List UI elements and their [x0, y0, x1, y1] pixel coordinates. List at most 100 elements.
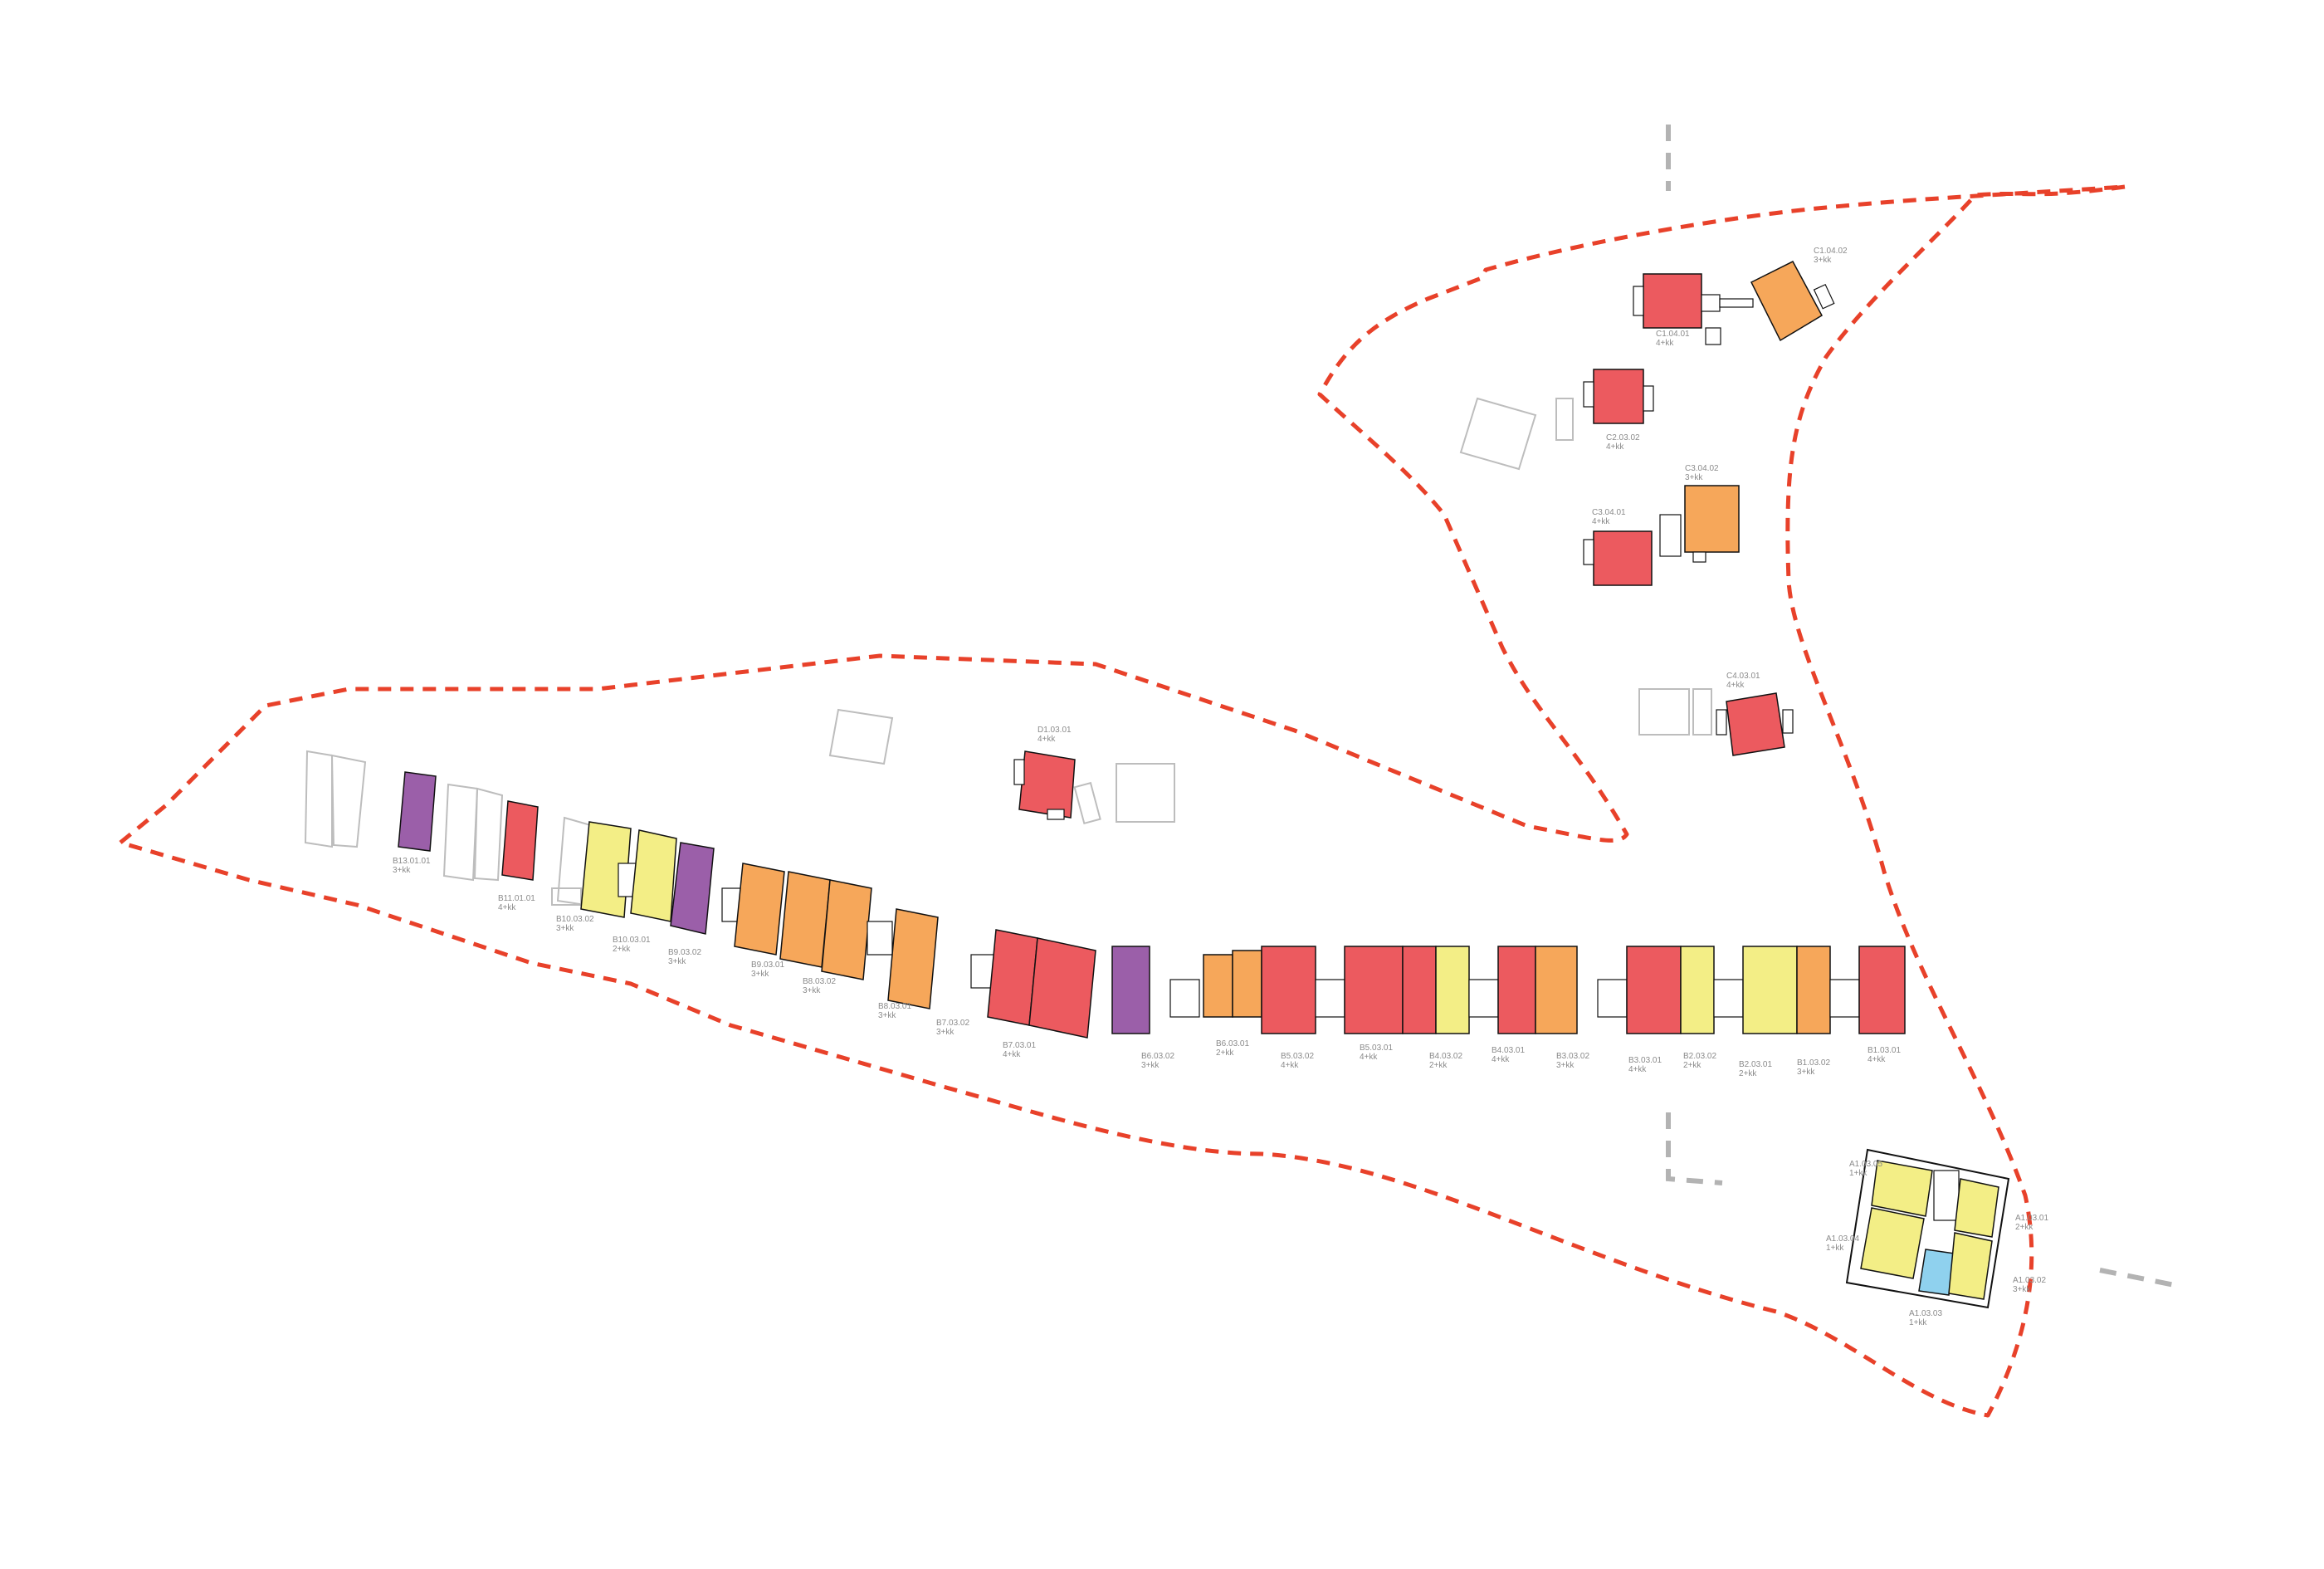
existing-building	[551, 887, 582, 906]
building-c1	[1633, 261, 1835, 345]
unit-b13-01-01	[398, 771, 437, 852]
unit-b1-03-02	[1796, 946, 1831, 1034]
balcony	[1047, 809, 1065, 820]
unit-b8-03-01	[821, 879, 872, 980]
label-a1-03-03: A1.03.03 1+kk	[1909, 1309, 1942, 1327]
label-b1-03-02: B1.03.02 3+kk	[1797, 1058, 1830, 1077]
balcony	[1813, 283, 1835, 310]
road-markings	[1666, 125, 2184, 1289]
balcony	[1583, 381, 1594, 408]
unit-c3-04-02	[1684, 485, 1740, 553]
unit-a1-03-03	[1918, 1249, 1955, 1296]
label-c1-04-01: C1.04.01 4+kk	[1656, 330, 1690, 348]
unit-c4-03-01	[1726, 692, 1785, 756]
existing-building	[1459, 397, 1537, 471]
unit-b5-03-01b	[1402, 946, 1437, 1034]
label-c3-04-01: C3.04.01 4+kk	[1592, 508, 1626, 526]
existing-building	[1638, 688, 1690, 736]
unit-d1-03-01	[1018, 750, 1076, 819]
unit-b2-03-02	[1680, 946, 1715, 1034]
label-b1-03-01: B1.03.01 4+kk	[1868, 1046, 1901, 1064]
label-b8-03-02: B8.03.02 3+kk	[803, 977, 836, 995]
unit-b7-03-02	[887, 908, 939, 1009]
label-b10-03-01: B10.03.01 2+kk	[613, 936, 651, 954]
unit-b8-03-02	[779, 871, 831, 968]
unit-labels: C1.04.02 3+kk C1.04.01 4+kk C2.03.02 4+kk C…	[393, 247, 2048, 1327]
stair-core	[1713, 979, 1744, 1018]
existing-building	[304, 750, 333, 848]
label-c3-04-02: C3.04.02 3+kk	[1685, 464, 1719, 482]
unit-b5-03-02	[1261, 946, 1316, 1034]
unit-c2-03-02	[1593, 369, 1644, 424]
label-b3-03-01: B3.03.01 4+kk	[1628, 1056, 1662, 1074]
label-b13-01-01: B13.01.01 3+kk	[393, 857, 431, 875]
building-row-b-west	[398, 771, 1096, 1039]
unit-b7-03-01b	[1028, 937, 1096, 1039]
balcony	[1705, 327, 1721, 345]
label-a1-03-01: A1.03.01 2+kk	[2015, 1214, 2048, 1232]
unit-b3-03-01	[1626, 946, 1682, 1034]
existing-building	[828, 708, 894, 765]
unit-b9-03-01	[734, 863, 785, 956]
label-a1-03-02: A1.03.02 3+kk	[2013, 1276, 2046, 1294]
label-b3-03-02: B3.03.02 3+kk	[1556, 1052, 1589, 1070]
building-row-b-east	[1111, 946, 1906, 1034]
balcony	[1583, 539, 1594, 565]
label-b7-03-01: B7.03.01 4+kk	[1003, 1041, 1036, 1059]
label-b10-03-02: B10.03.02 3+kk	[556, 915, 594, 933]
label-b5-03-01: B5.03.01 4+kk	[1360, 1044, 1393, 1062]
bridge	[1719, 298, 1754, 308]
unit-b2-03-01	[1742, 946, 1798, 1034]
stair-core	[1701, 294, 1721, 312]
unit-b1-03-01	[1858, 946, 1906, 1034]
label-c2-03-02: C2.03.02 4+kk	[1606, 433, 1640, 452]
label-b4-03-01: B4.03.01 4+kk	[1492, 1046, 1525, 1064]
unit-b6-03-02	[1111, 946, 1150, 1034]
balcony	[1643, 385, 1654, 412]
balcony	[1633, 286, 1644, 316]
unit-a1-03-04	[1860, 1207, 1925, 1279]
unit-a1-03-01	[1954, 1178, 1999, 1238]
unit-b9-03-02	[670, 842, 715, 935]
existing-buildings	[304, 397, 1712, 907]
stair-core	[1169, 979, 1200, 1018]
unit-b6-03-01b	[1232, 950, 1262, 1018]
building-d1	[1013, 750, 1076, 820]
building-c4	[1716, 692, 1794, 756]
unit-a1-03-05	[1871, 1160, 1933, 1217]
unit-b6-03-01	[1203, 954, 1233, 1018]
label-a1-03-05: A1.03.05 1+kk	[1849, 1160, 1882, 1178]
unit-b4-03-01	[1497, 946, 1536, 1034]
label-d1-03-01: D1.03.01 4+kk	[1038, 726, 1072, 744]
unit-b4-03-02	[1435, 946, 1470, 1034]
label-a1-03-04: A1.03.04 1+kk	[1826, 1234, 1859, 1253]
road-east	[2099, 1268, 2184, 1289]
existing-building	[1692, 688, 1712, 736]
road-south	[1666, 1112, 1723, 1185]
existing-building	[442, 783, 479, 882]
label-b9-03-01: B9.03.01 3+kk	[751, 960, 784, 979]
label-b4-03-02: B4.03.02 2+kk	[1429, 1052, 1462, 1070]
existing-building	[1073, 781, 1101, 825]
unit-b10-03-01	[630, 829, 677, 922]
stair-core	[1597, 979, 1628, 1018]
label-c1-04-02: C1.04.02 3+kk	[1814, 247, 1848, 265]
unit-b3-03-02	[1535, 946, 1578, 1034]
label-c4-03-01: C4.03.01 4+kk	[1726, 672, 1760, 690]
balcony	[1013, 759, 1025, 785]
unit-c1-04-02	[1750, 261, 1823, 342]
label-b6-03-01: B6.03.01 2+kk	[1216, 1039, 1249, 1058]
label-b5-03-02: B5.03.02 4+kk	[1281, 1052, 1314, 1070]
label-b11-01-01: B11.01.01 4+kk	[498, 894, 535, 912]
label-b2-03-01: B2.03.01 2+kk	[1739, 1060, 1772, 1078]
existing-building	[1555, 398, 1574, 441]
unit-c1-04-01	[1643, 273, 1702, 329]
building-c2	[1583, 369, 1654, 424]
stair-core	[1829, 979, 1860, 1018]
label-b6-03-02: B6.03.02 3+kk	[1141, 1052, 1174, 1070]
building-c3	[1583, 485, 1740, 586]
label-b8-03-01: B8.03.01 3+kk	[878, 1002, 911, 1020]
unit-b5-03-01	[1344, 946, 1404, 1034]
balcony	[1692, 551, 1706, 563]
